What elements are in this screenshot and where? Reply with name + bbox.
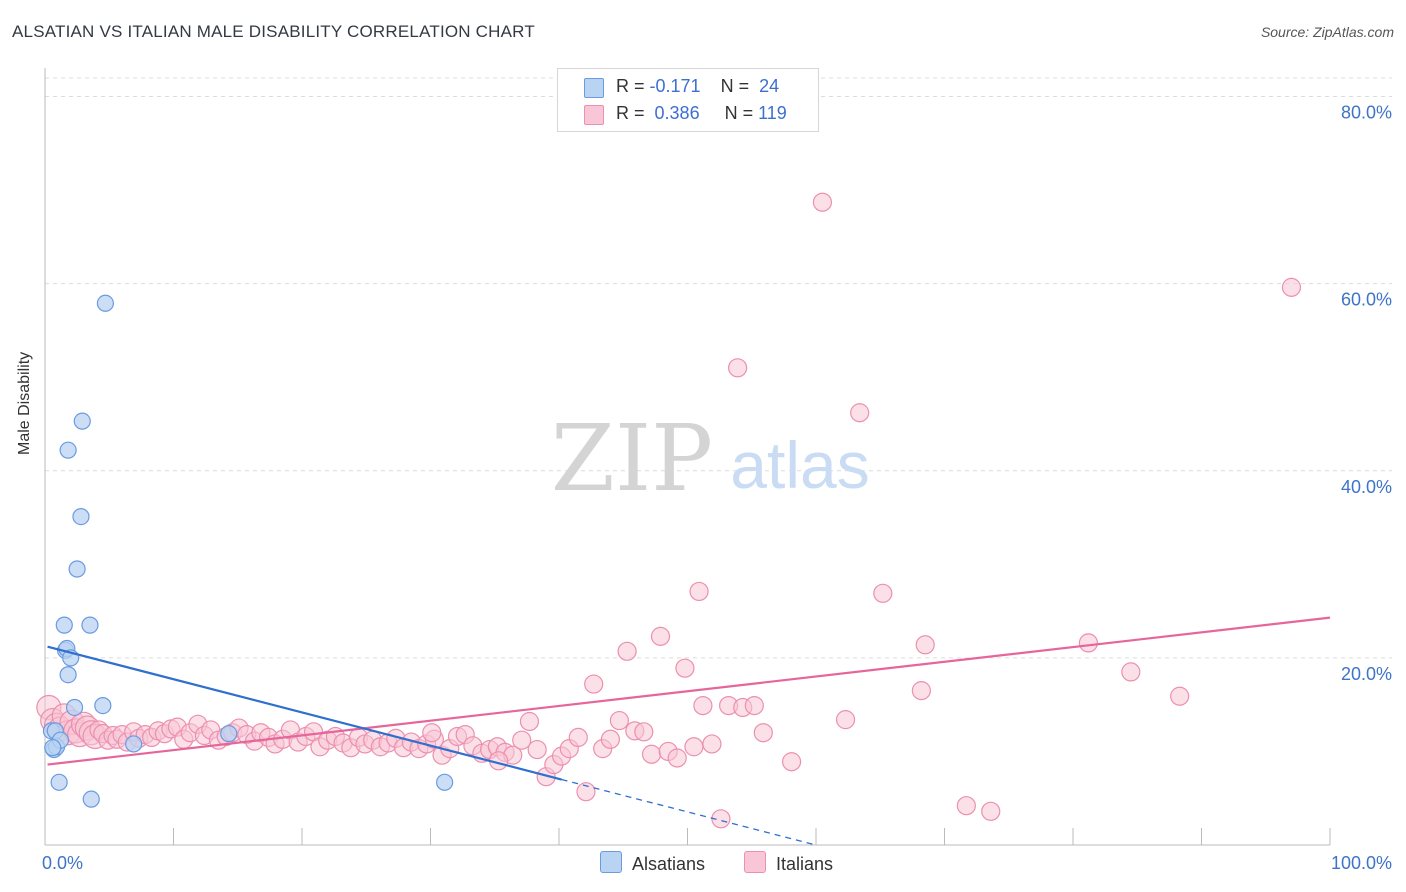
alsatian-point [82, 790, 100, 808]
italian-point [956, 796, 976, 816]
italian-point [981, 801, 1001, 821]
y-tick-label: 20.0% [1341, 664, 1392, 684]
italian-point [873, 583, 893, 603]
alsatian-point [44, 739, 62, 757]
alsatian-trend-extension [561, 778, 817, 846]
watermark-atlas: atlas [730, 428, 869, 502]
italian-point [781, 752, 802, 772]
alsatian-swatch [584, 78, 604, 98]
chart-title: ALSATIAN VS ITALIAN MALE DISABILITY CORR… [12, 22, 535, 41]
y-tick-label: 60.0% [1341, 290, 1392, 310]
y-axis-label: Male Disability [16, 351, 33, 455]
x-tick-label: 0.0% [42, 853, 83, 873]
italian-point [600, 729, 621, 749]
alsatian-n-label: N = [720, 76, 755, 96]
italian-point [693, 695, 713, 716]
italian-point [576, 782, 596, 802]
alsatian-r-label: R = [616, 76, 650, 96]
alsatian-r-value: -0.171 [649, 76, 701, 96]
italian-point [702, 734, 722, 754]
y-tick-label: 40.0% [1341, 477, 1392, 497]
trend-lines [47, 616, 1331, 846]
source-credit: Source: ZipAtlas.com [1260, 24, 1394, 40]
italian-point [634, 722, 654, 742]
italian-point [609, 710, 629, 731]
italians-legend-swatch [744, 851, 766, 873]
italian-point [812, 192, 833, 212]
alsatian-point [220, 725, 238, 743]
alsatian-point [96, 294, 114, 312]
alsatian-point [81, 616, 99, 634]
italian-point [753, 723, 773, 743]
italian-point [850, 403, 870, 423]
italian-n-value: 119 [758, 103, 787, 123]
alsatian-n-value: 24 [759, 76, 780, 96]
correlation-legend: R = -0.171 N = 24 R = 0.386 N = 119 [557, 68, 819, 132]
italian-points [36, 192, 1302, 829]
italians-legend-label: Italians [776, 854, 834, 874]
italian-point [568, 727, 588, 748]
legend-item-italians: Italians [744, 851, 833, 875]
alsatians-legend-swatch [600, 851, 622, 873]
x-tick-label: 100.0% [1331, 853, 1392, 873]
alsatian-point [125, 735, 143, 753]
alsatian-points [42, 294, 454, 808]
alsatian-point [73, 412, 91, 430]
italian-point [835, 710, 856, 730]
y-tick-label: 80.0% [1341, 103, 1392, 123]
italian-point [584, 674, 604, 694]
watermark: ZIP atlas [551, 405, 870, 512]
alsatian-point [72, 507, 90, 526]
italian-point [728, 358, 748, 378]
italian-point [1281, 277, 1302, 297]
alsatian-point [50, 773, 68, 791]
italian-r-label: R = [616, 103, 650, 123]
italian-point [641, 744, 662, 764]
italian-point [1121, 662, 1141, 682]
legend-item-alsatians: Alsatians [600, 851, 705, 875]
alsatian-point [55, 616, 73, 634]
italian-n-label: N = [724, 103, 759, 123]
italian-point [684, 737, 704, 757]
italian-swatch [584, 105, 604, 125]
alsatian-point [68, 560, 86, 578]
italian-point [689, 581, 709, 602]
alsatian-point [59, 441, 77, 459]
alsatian-point [59, 666, 77, 684]
italian-point [527, 739, 547, 760]
tick-labels: 20.0% 40.0% 60.0% 80.0% 0.0% 100.0% [42, 103, 1392, 874]
italian-point [911, 681, 931, 701]
italian-point [667, 748, 687, 768]
italian-point [617, 641, 637, 661]
italian-point [650, 626, 671, 646]
alsatian-point [65, 698, 84, 717]
italian-point [1170, 686, 1190, 706]
italian-trend-line [47, 616, 1331, 766]
italian-point [1078, 633, 1099, 653]
alsatian-point [436, 773, 454, 791]
watermark-zip: ZIP [551, 405, 713, 512]
italian-point [915, 635, 935, 655]
alsatian-trend-line [47, 645, 562, 781]
alsatians-legend-label: Alsatians [632, 854, 706, 874]
italian-point [744, 695, 764, 716]
italian-r-value: 0.386 [654, 103, 700, 123]
italian-point [422, 723, 442, 743]
grid-layer [45, 77, 1392, 659]
italian-point [675, 658, 695, 678]
italian-point [519, 711, 540, 732]
italian-point [512, 730, 532, 750]
alsatian-point [94, 696, 112, 715]
